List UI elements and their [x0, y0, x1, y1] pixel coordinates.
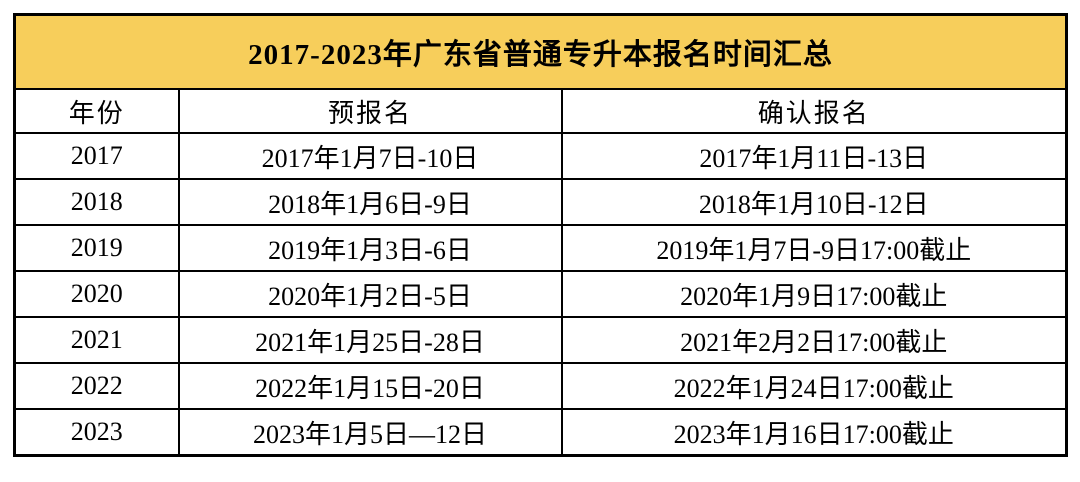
- table-row: 2019 2019年1月3日-6日 2019年1月7日-9日17:00截止: [13, 224, 1068, 272]
- confirm-registration-cell: 2022年1月24日17:00截止: [560, 362, 1068, 410]
- column-header-pre-registration: 预报名: [177, 88, 563, 134]
- pre-registration-cell: 2017年1月7日-10日: [177, 132, 563, 180]
- confirm-registration-cell: 2023年1月16日17:00截止: [560, 408, 1068, 457]
- table-body: 2017 2017年1月7日-10日 2017年1月11日-13日 2018 2018年…: [13, 132, 1068, 457]
- confirm-registration-cell: 2020年1月9日17:00截止: [560, 270, 1068, 318]
- year-cell: 2017: [13, 132, 180, 180]
- confirm-registration-cell: 2017年1月11日-13日: [560, 132, 1068, 180]
- year-cell: 2022: [13, 362, 180, 410]
- pre-registration-cell: 2019年1月3日-6日: [177, 224, 563, 272]
- table-title: 2017-2023年广东省普通专升本报名时间汇总: [13, 13, 1068, 90]
- pre-registration-cell: 2021年1月25日-28日: [177, 316, 563, 364]
- year-cell: 2021: [13, 316, 180, 364]
- table-row: 2021 2021年1月25日-28日 2021年2月2日17:00截止: [13, 316, 1068, 364]
- title-row: 2017-2023年广东省普通专升本报名时间汇总: [13, 13, 1068, 90]
- confirm-registration-cell: 2021年2月2日17:00截止: [560, 316, 1068, 364]
- table-row: 2017 2017年1月7日-10日 2017年1月11日-13日: [13, 132, 1068, 180]
- table-row: 2020 2020年1月2日-5日 2020年1月9日17:00截止: [13, 270, 1068, 318]
- column-header-year: 年份: [13, 88, 180, 134]
- pre-registration-cell: 2023年1月5日—12日: [177, 408, 563, 457]
- year-cell: 2020: [13, 270, 180, 318]
- year-cell: 2018: [13, 178, 180, 226]
- year-cell: 2019: [13, 224, 180, 272]
- pre-registration-cell: 2022年1月15日-20日: [177, 362, 563, 410]
- table-row: 2018 2018年1月6日-9日 2018年1月10日-12日: [13, 178, 1068, 226]
- table-row: 2023 2023年1月5日—12日 2023年1月16日17:00截止: [13, 408, 1068, 457]
- year-cell: 2023: [13, 408, 180, 457]
- registration-summary-table: 2017-2023年广东省普通专升本报名时间汇总 年份 预报名 确认报名 201…: [13, 13, 1069, 457]
- column-header-confirm-registration: 确认报名: [560, 88, 1068, 134]
- pre-registration-cell: 2020年1月2日-5日: [177, 270, 563, 318]
- table-row: 2022 2022年1月15日-20日 2022年1月24日17:00截止: [13, 362, 1068, 410]
- pre-registration-cell: 2018年1月6日-9日: [177, 178, 563, 226]
- confirm-registration-cell: 2018年1月10日-12日: [560, 178, 1068, 226]
- confirm-registration-cell: 2019年1月7日-9日17:00截止: [560, 224, 1068, 272]
- column-header-row: 年份 预报名 确认报名: [13, 88, 1068, 134]
